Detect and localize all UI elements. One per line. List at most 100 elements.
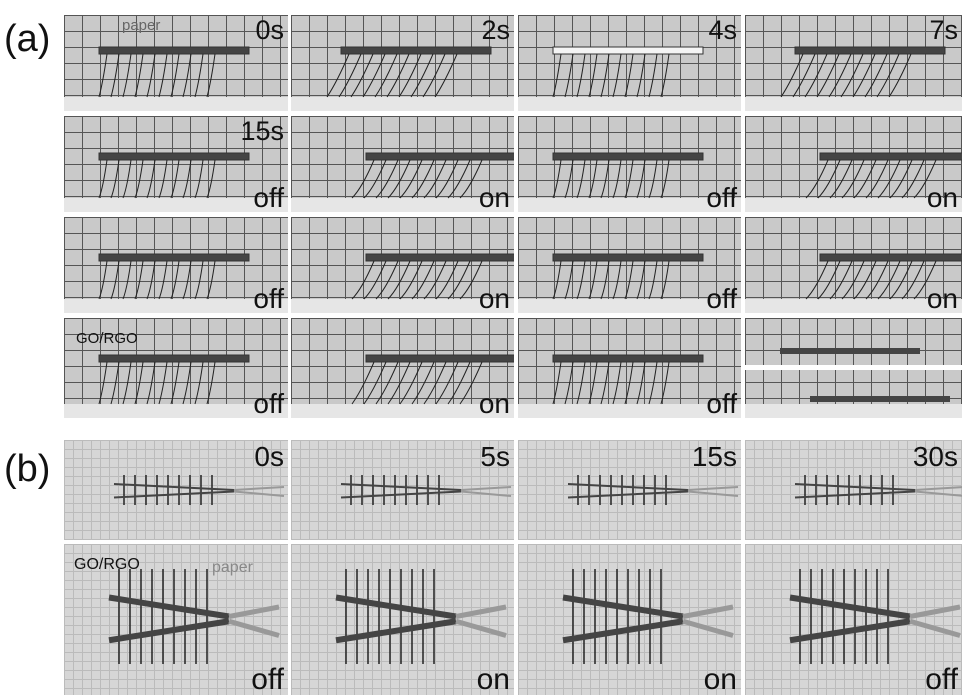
fiber: [829, 54, 851, 97]
photo: off: [518, 217, 741, 313]
tile-label: 7s: [929, 17, 958, 44]
tile-label: 4s: [708, 17, 737, 44]
fiber: [159, 362, 167, 404]
fiber: [114, 484, 234, 498]
fiber: [363, 54, 385, 97]
fiber: [625, 261, 633, 299]
tile-label: 0s: [254, 443, 284, 471]
fiber: [159, 160, 167, 198]
photo: 0s: [64, 440, 288, 540]
photo: off: [518, 116, 741, 212]
fiber: [842, 160, 864, 198]
fiber: [109, 598, 229, 641]
fiber: [613, 261, 621, 299]
fiber: [889, 54, 911, 97]
fiber: [234, 487, 284, 496]
fiber: [339, 54, 361, 97]
fiber: [207, 362, 215, 404]
fiber: [830, 160, 852, 198]
fiber: [637, 160, 645, 198]
fiber: [577, 160, 585, 198]
fiber: [553, 362, 561, 404]
fiber: [147, 54, 155, 97]
tile-label: on: [477, 665, 510, 695]
fiber: [878, 261, 900, 299]
fiber: [589, 160, 597, 198]
fiber: [866, 160, 888, 198]
fiber: [135, 160, 143, 198]
fiber: [793, 54, 815, 97]
fiber: [448, 362, 470, 404]
fiber: [565, 54, 573, 97]
fiber: [806, 160, 828, 198]
fiber: [364, 362, 386, 404]
photo: 4s: [518, 15, 741, 111]
strip: [820, 153, 962, 160]
fiber: [553, 54, 561, 97]
fiber: [99, 362, 107, 404]
fiber: [171, 362, 179, 404]
fiber: [195, 362, 203, 404]
tile-label: off: [251, 665, 284, 695]
fiber: [171, 54, 179, 97]
strip: [820, 254, 962, 261]
fiber: [625, 54, 633, 97]
tile-label: 2s: [481, 17, 510, 44]
fiber: [171, 261, 179, 299]
fiber: [577, 54, 585, 97]
fiber: [207, 261, 215, 299]
fiber: [781, 54, 803, 97]
fiber: [601, 362, 609, 404]
photo: on: [291, 544, 514, 695]
fiber: [327, 54, 349, 97]
sketch: [64, 15, 288, 111]
tile-label: off: [706, 390, 737, 418]
fiber: [649, 160, 657, 198]
tile-label: off: [253, 390, 284, 418]
fiber: [207, 160, 215, 198]
fiber: [661, 160, 669, 198]
fiber: [649, 362, 657, 404]
tile-label: on: [479, 390, 510, 418]
annotation: GO/RGO: [76, 330, 138, 347]
fiber: [613, 160, 621, 198]
fiber: [388, 261, 410, 299]
strip: [553, 254, 703, 261]
fiber: [625, 362, 633, 404]
fiber: [436, 362, 458, 404]
fiber: [147, 362, 155, 404]
fiber: [364, 160, 386, 198]
fiber: [890, 160, 912, 198]
strip: [780, 348, 920, 354]
strip: [553, 153, 703, 160]
fiber: [637, 362, 645, 404]
photo: on: [291, 318, 514, 418]
strip: [99, 47, 249, 54]
fiber: [589, 362, 597, 404]
fiber: [400, 362, 422, 404]
tile-label: 0s: [255, 17, 284, 44]
fiber: [147, 160, 155, 198]
fiber: [436, 261, 458, 299]
fiber: [613, 54, 621, 97]
strip: [553, 47, 703, 54]
photo: 15s: [518, 440, 741, 540]
fiber: [159, 261, 167, 299]
tile-label: 15s: [692, 443, 737, 471]
fiber: [890, 261, 912, 299]
tile-label: on: [479, 184, 510, 212]
fiber: [601, 54, 609, 97]
fiber: [123, 54, 131, 97]
fiber: [589, 261, 597, 299]
fiber: [424, 362, 446, 404]
fiber: [351, 54, 373, 97]
tile-label: on: [927, 285, 958, 313]
strip: [341, 47, 491, 54]
fiber: [388, 160, 410, 198]
tile-label: 15s: [240, 118, 284, 145]
fiber: [661, 362, 669, 404]
fiber: [625, 160, 633, 198]
tile-label: off: [706, 184, 737, 212]
fiber: [577, 261, 585, 299]
